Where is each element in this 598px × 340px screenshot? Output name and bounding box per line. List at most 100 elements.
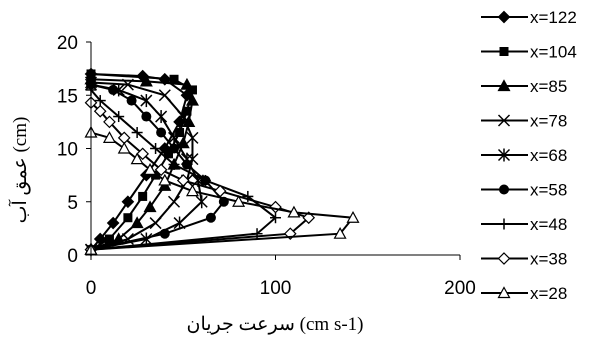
series-x-28 <box>84 125 360 255</box>
data-point <box>269 200 282 214</box>
data-point <box>131 127 143 139</box>
data-point <box>151 170 161 180</box>
data-point <box>158 89 171 102</box>
data-point <box>106 216 120 230</box>
x-tick-label: 200 <box>444 278 476 299</box>
series-x-68 <box>84 78 208 257</box>
data-point <box>163 149 173 159</box>
data-point <box>117 141 131 154</box>
y-tick-label: 20 <box>57 33 78 54</box>
data-point <box>167 131 181 145</box>
data-point <box>176 174 190 187</box>
legend-label: x=38 <box>530 250 567 269</box>
data-point <box>136 147 150 161</box>
legend-label: x=58 <box>530 181 567 200</box>
data-point <box>121 78 134 91</box>
legend-label: x=48 <box>530 215 567 234</box>
data-point <box>187 85 197 95</box>
plot-area <box>84 67 360 257</box>
x-tick-label: 0 <box>86 278 97 299</box>
data-point <box>102 131 116 143</box>
data-point <box>138 191 148 201</box>
legend-marker <box>497 10 511 24</box>
legend-item: x=68 <box>481 146 567 165</box>
data-point <box>186 131 199 144</box>
data-point <box>130 152 144 165</box>
data-point <box>182 106 192 116</box>
data-point <box>159 228 170 239</box>
legend-item: x=78 <box>481 112 567 131</box>
data-point <box>143 200 157 213</box>
legend-label: x=28 <box>530 284 567 303</box>
data-point <box>94 95 106 107</box>
data-point <box>185 184 199 197</box>
y-axis-title: عمق آب (cm) <box>8 117 31 224</box>
data-point <box>177 110 190 123</box>
data-point <box>139 74 153 87</box>
legend: x=122 x=104 x=85 x=78 x=68 x=58 x=48 x=38 x=28 <box>481 8 577 303</box>
data-point <box>169 74 179 84</box>
data-point <box>176 136 190 149</box>
data-point <box>149 217 162 230</box>
data-point <box>333 226 347 239</box>
legend-item: x=28 <box>481 284 567 303</box>
data-point <box>155 110 168 124</box>
y-tick-label: 0 <box>67 246 78 267</box>
legend-item: x=85 <box>481 77 567 96</box>
data-point <box>130 216 144 229</box>
legend-item: x=104 <box>481 43 577 62</box>
legend-label: x=68 <box>530 146 567 165</box>
legend-marker <box>499 184 509 195</box>
data-point <box>199 174 211 186</box>
data-point <box>121 195 135 209</box>
data-point <box>205 212 216 223</box>
legend-label: x=122 <box>530 8 577 27</box>
y-tick-label: 10 <box>57 140 78 161</box>
data-point <box>181 159 192 170</box>
data-point <box>232 195 246 207</box>
y-tick-label: 5 <box>67 193 78 214</box>
data-point <box>346 210 360 223</box>
legend-marker <box>497 114 511 127</box>
data-point <box>126 95 137 106</box>
legend-item: x=58 <box>481 181 567 200</box>
data-point <box>143 163 157 175</box>
legend-item: x=38 <box>481 250 567 269</box>
x-tick-label: 100 <box>260 278 292 299</box>
data-point <box>195 195 208 209</box>
data-point <box>140 94 153 108</box>
data-point <box>141 111 152 122</box>
data-point <box>167 195 181 208</box>
legend-item: x=48 <box>481 215 567 234</box>
legend-item: x=122 <box>481 8 577 27</box>
legend-label: x=85 <box>530 77 567 96</box>
legend-marker <box>497 79 511 92</box>
data-point <box>185 93 199 106</box>
data-point <box>270 212 281 224</box>
legend-label: x=78 <box>530 112 567 131</box>
data-point <box>180 77 194 90</box>
data-point <box>103 115 116 129</box>
data-point <box>287 205 301 218</box>
x-axis-title: سرعت جریان (cm s-1) <box>187 314 364 335</box>
data-point <box>156 127 167 138</box>
legend-marker <box>497 286 511 299</box>
data-point <box>251 228 263 240</box>
data-point <box>93 104 107 118</box>
data-point <box>154 163 168 177</box>
legend-label: x=104 <box>530 43 577 62</box>
data-point <box>104 234 114 244</box>
data-point <box>108 84 119 95</box>
data-point <box>169 143 180 154</box>
data-point <box>123 213 133 223</box>
data-point <box>158 173 172 186</box>
data-point <box>150 143 162 154</box>
legend-marker <box>499 47 509 56</box>
data-point <box>113 111 125 123</box>
data-point <box>168 158 180 170</box>
legend-marker <box>498 218 510 230</box>
legend-marker <box>497 252 511 265</box>
legend-marker <box>497 148 511 162</box>
